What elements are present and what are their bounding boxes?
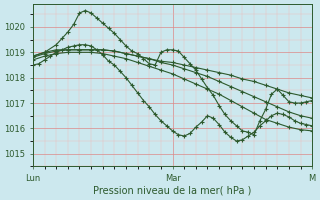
X-axis label: Pression niveau de la mer( hPa ): Pression niveau de la mer( hPa ) [93, 186, 252, 196]
